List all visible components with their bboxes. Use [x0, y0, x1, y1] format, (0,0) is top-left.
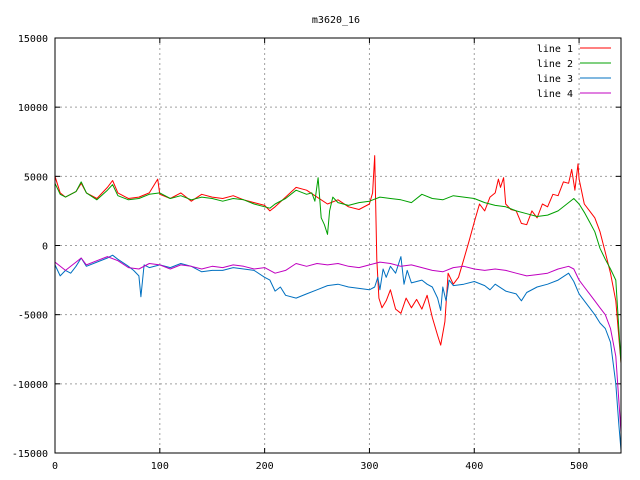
y-tick-label: 15000 — [18, 34, 48, 45]
y-tick-label: -10000 — [12, 380, 48, 391]
legend-label-2: line 2 — [537, 59, 573, 70]
series-line-4 — [54, 256, 622, 433]
x-tick-label: 500 — [570, 461, 588, 472]
plot-frame — [54, 37, 622, 454]
series-group — [54, 155, 622, 451]
y-tick-label: -5000 — [18, 311, 48, 322]
legend-label-4: line 4 — [537, 89, 573, 100]
series-line-2 — [54, 177, 622, 364]
x-tick-label: 100 — [151, 461, 169, 472]
x-tick-label: 0 — [52, 461, 58, 472]
y-tick-label: 10000 — [18, 103, 48, 114]
chart-title: m3620_16 — [312, 15, 360, 26]
y-tick-label: 5000 — [24, 172, 48, 183]
x-tick-label: 300 — [360, 461, 378, 472]
y-tick-label: -15000 — [12, 449, 48, 460]
legend-label-1: line 1 — [537, 44, 573, 55]
series-line-3 — [54, 254, 622, 451]
legend-label-3: line 3 — [537, 74, 573, 85]
y-tick-label: 0 — [42, 242, 48, 253]
legend: line 1 line 2 line 3 line 4 — [537, 44, 611, 100]
x-tick-labels: 0 100 200 300 400 500 — [52, 461, 588, 472]
y-tick-labels: -15000 -10000 -5000 0 5000 10000 15000 — [12, 34, 48, 460]
x-tick-label: 400 — [465, 461, 483, 472]
grid-lines — [55, 38, 621, 453]
x-tick-label: 200 — [256, 461, 274, 472]
